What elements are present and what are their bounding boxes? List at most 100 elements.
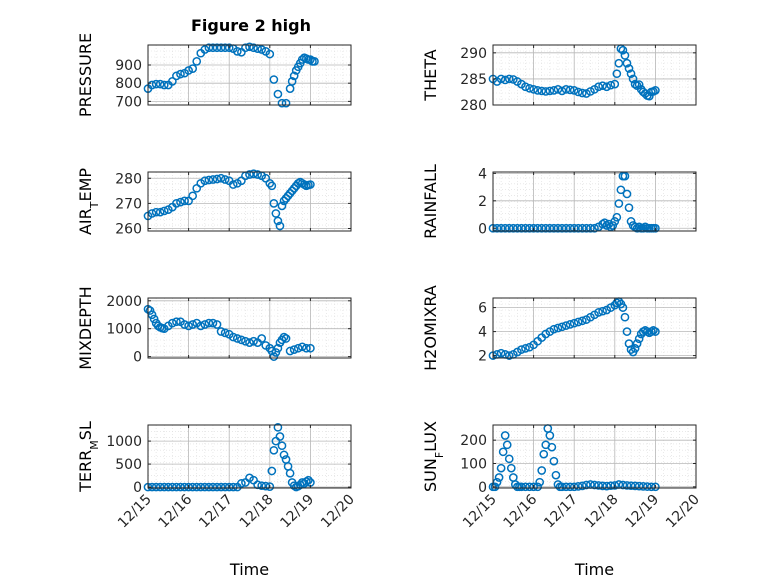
data-point (539, 449, 549, 459)
data-point (638, 223, 648, 233)
data-point (537, 223, 547, 233)
data-point (168, 77, 177, 86)
data-point (634, 334, 644, 344)
data-point (269, 445, 279, 455)
data-point (632, 223, 642, 233)
data-point (606, 222, 616, 232)
data-point (626, 481, 636, 491)
y-tick-label: 200 (460, 433, 487, 449)
data-point (301, 477, 311, 486)
data-point (281, 98, 291, 108)
data-point (200, 45, 210, 54)
data-point (297, 342, 307, 352)
data-point (610, 481, 620, 490)
data-point (517, 482, 526, 492)
data-point (151, 79, 161, 89)
data-point (159, 80, 169, 90)
data-point (529, 84, 538, 94)
y-tick-label: 260 (115, 221, 142, 237)
data-point (586, 223, 595, 233)
x-axis-label: Time (574, 560, 614, 579)
data-point (602, 481, 612, 491)
data-point (529, 482, 538, 492)
data-point (151, 207, 161, 217)
data-point (557, 482, 567, 492)
data-point (606, 80, 616, 90)
data-point (569, 318, 579, 328)
data-point (200, 320, 210, 329)
data-point (565, 320, 575, 329)
data-point (533, 86, 543, 95)
data-point (212, 174, 222, 184)
y-tick-label: 0 (133, 350, 142, 366)
data-point (306, 180, 315, 189)
data-point (547, 442, 557, 452)
data-point (502, 440, 512, 450)
data-point (289, 71, 299, 81)
data-point (494, 473, 504, 482)
data-point (267, 181, 277, 191)
data-point (553, 223, 563, 233)
x-tick-label: 12/18 (582, 492, 622, 532)
data-point (618, 480, 628, 490)
data-point (306, 55, 315, 64)
data-point (208, 482, 218, 492)
data-point (610, 79, 620, 89)
data-point (602, 221, 612, 230)
axes-box (492, 424, 697, 489)
data-point (610, 217, 620, 226)
data-point (163, 482, 173, 492)
data-point (616, 185, 626, 195)
axes-box (492, 171, 697, 232)
data-point (304, 475, 313, 485)
data-point (561, 321, 571, 330)
data-point (618, 45, 628, 55)
axes-box (147, 297, 352, 359)
data-point (506, 463, 516, 473)
data-point (549, 324, 559, 334)
data-point (582, 480, 591, 490)
data-point (192, 57, 202, 66)
data-point (632, 339, 642, 348)
data-point (529, 223, 538, 233)
x-tick-label: 12/17 (541, 492, 581, 532)
data-point (232, 334, 242, 343)
data-point (594, 481, 603, 490)
data-point (285, 346, 295, 356)
data-point (620, 312, 630, 322)
data-point (249, 43, 258, 53)
data-point (228, 180, 238, 189)
y-tick-label: 2 (478, 194, 487, 210)
data-point (279, 332, 289, 342)
data-point (241, 43, 250, 53)
data-point (634, 481, 644, 491)
data-point (241, 336, 250, 346)
x-tick-label: 12/19 (277, 492, 317, 532)
y-tick-label: 290 (460, 46, 487, 62)
data-point (557, 223, 567, 233)
data-point (598, 81, 607, 91)
data-point (618, 303, 628, 312)
x-tick-label: 12/17 (196, 492, 236, 532)
data-point (145, 306, 155, 315)
axes-box (147, 44, 352, 106)
y-tick-label: 2 (478, 349, 487, 365)
data-point (212, 43, 222, 53)
data-point (622, 189, 632, 199)
y-tick-label: 0 (133, 480, 142, 496)
data-point (212, 482, 222, 492)
data-point (269, 75, 279, 84)
data-point (620, 51, 630, 60)
data-point (172, 71, 181, 81)
data-point (577, 481, 587, 491)
data-point (628, 74, 638, 84)
data-point (569, 482, 579, 492)
data-point (598, 219, 607, 229)
data-point (561, 84, 571, 94)
data-point (630, 222, 640, 232)
data-point (293, 343, 303, 353)
x-tick-label: 12/15 (460, 492, 500, 532)
y-axis-label: MIXDEPTH (76, 286, 95, 369)
data-point (188, 191, 198, 201)
data-point (216, 173, 226, 183)
